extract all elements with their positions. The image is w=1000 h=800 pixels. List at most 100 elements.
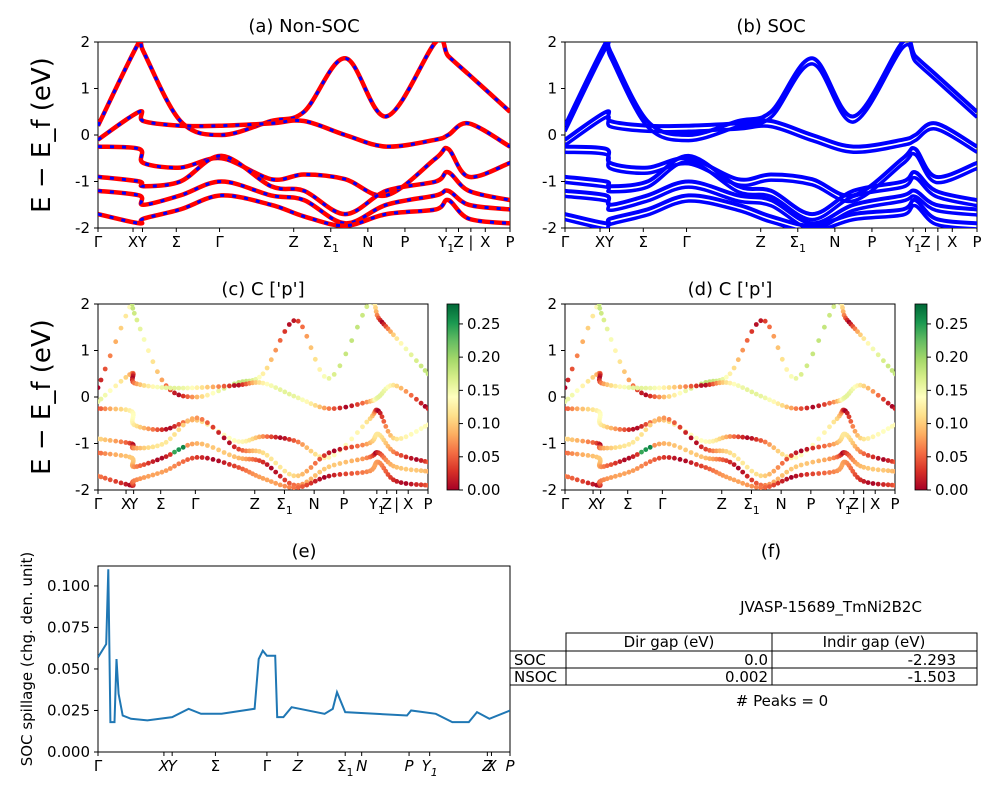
projection-dot bbox=[176, 392, 182, 398]
x-tick-label: N bbox=[309, 495, 320, 513]
projection-dot bbox=[199, 441, 205, 447]
projection-dot bbox=[846, 414, 852, 420]
projection-dot bbox=[881, 467, 886, 473]
projection-dot bbox=[141, 445, 147, 451]
projection-dot bbox=[189, 455, 195, 461]
projection-dot bbox=[268, 465, 274, 471]
x-tick-label: Σ1 bbox=[323, 233, 339, 255]
peaks-count: # Peaks = 0 bbox=[736, 692, 828, 710]
projection-dot bbox=[861, 451, 867, 457]
band-dash-1 bbox=[98, 109, 510, 149]
x-tick-label: X bbox=[870, 495, 880, 513]
projection-dot bbox=[677, 457, 683, 462]
projection-dot bbox=[634, 385, 640, 391]
projection-dot bbox=[608, 445, 614, 451]
projection-dot bbox=[617, 427, 623, 432]
projection-dot bbox=[155, 457, 160, 463]
projection-dot bbox=[107, 406, 113, 412]
projection-dot bbox=[216, 447, 222, 453]
projection-dot bbox=[779, 460, 785, 466]
projection-dot bbox=[264, 381, 270, 387]
band-dash-0 bbox=[98, 42, 510, 137]
projection-dot bbox=[155, 427, 160, 433]
projection-dot bbox=[331, 448, 337, 454]
projection-dot bbox=[731, 462, 737, 467]
x-tick-label: | bbox=[861, 495, 866, 513]
projection-dot bbox=[703, 446, 709, 452]
y-tick-label: -2 bbox=[542, 219, 557, 237]
projection-dot bbox=[300, 397, 305, 403]
projection-dot bbox=[403, 481, 409, 486]
projection-dot bbox=[326, 455, 332, 460]
projection-dot bbox=[418, 363, 424, 369]
projection-dot bbox=[565, 396, 571, 402]
projection-dot bbox=[349, 471, 355, 476]
y-tick-label: 0 bbox=[547, 126, 557, 144]
projection-dot bbox=[892, 406, 895, 411]
projection-dots bbox=[98, 304, 428, 490]
projection-dot bbox=[749, 329, 755, 334]
projection-dot bbox=[885, 482, 891, 488]
projection-dot bbox=[113, 383, 119, 389]
projection-dot bbox=[331, 462, 337, 468]
projection-dot bbox=[277, 435, 283, 441]
projection-dot bbox=[282, 436, 288, 441]
projection-dot bbox=[793, 455, 799, 460]
projection-dot bbox=[672, 420, 677, 426]
projection-dot bbox=[758, 485, 764, 490]
material-id: JVASP-15689_TmNi2B2C bbox=[739, 598, 922, 617]
projection-dot bbox=[590, 440, 596, 445]
projection-dot bbox=[216, 430, 222, 435]
projection-dot bbox=[771, 333, 777, 339]
projection-dot bbox=[604, 476, 610, 482]
x-tick-label: Y1 bbox=[835, 495, 852, 517]
projection-dot bbox=[753, 322, 759, 327]
projection-dot bbox=[798, 452, 804, 458]
projection-dot bbox=[312, 356, 318, 362]
projection-dot bbox=[703, 382, 709, 388]
projection-dot bbox=[422, 368, 428, 373]
projection-dot bbox=[604, 424, 610, 430]
projection-dot bbox=[827, 400, 832, 406]
projection-dot bbox=[762, 318, 768, 324]
projection-dot bbox=[291, 318, 297, 324]
projection-dot bbox=[414, 482, 419, 487]
x-tick-label: Z bbox=[250, 495, 260, 513]
projection-dot bbox=[656, 394, 662, 400]
projection-dot bbox=[740, 385, 746, 390]
panel-a-title: (a) Non-SOC bbox=[248, 16, 359, 37]
projection-dot bbox=[150, 427, 156, 432]
x-tick-label: X bbox=[128, 233, 138, 251]
projection-dot bbox=[146, 473, 151, 479]
projection-dot bbox=[308, 476, 314, 482]
projection-dot bbox=[569, 392, 575, 398]
projection-dot bbox=[827, 470, 832, 475]
projection-dot bbox=[565, 377, 571, 383]
x-tick-label: Σ bbox=[172, 233, 181, 251]
projection-dot bbox=[102, 475, 108, 481]
projection-dot bbox=[630, 454, 636, 459]
projection-dot bbox=[337, 446, 343, 452]
projection-dot bbox=[408, 392, 414, 398]
projection-dot bbox=[677, 424, 683, 430]
projection-dot bbox=[264, 477, 270, 483]
projection-dot bbox=[321, 475, 327, 480]
x-tick-label: N bbox=[776, 495, 787, 513]
y-tick-label: -1 bbox=[75, 435, 90, 453]
projection-dot bbox=[300, 471, 305, 477]
projection-dot bbox=[185, 385, 191, 391]
projection-dot bbox=[639, 424, 644, 429]
projection-dot bbox=[850, 424, 856, 429]
y-tick-label: 0.075 bbox=[47, 618, 90, 636]
projection-dot bbox=[661, 455, 667, 460]
projection-dot bbox=[822, 430, 827, 435]
y-tick-label: -2 bbox=[542, 481, 557, 499]
projection-dot bbox=[762, 395, 768, 401]
panel-f-title: (f) bbox=[761, 541, 781, 562]
projection-dot bbox=[798, 472, 804, 478]
x-tick-label: Γ bbox=[94, 757, 103, 775]
x-tick-label: P bbox=[339, 495, 348, 513]
projection-dot bbox=[683, 384, 688, 389]
projection-dot bbox=[661, 385, 667, 391]
projection-dot bbox=[892, 469, 895, 474]
